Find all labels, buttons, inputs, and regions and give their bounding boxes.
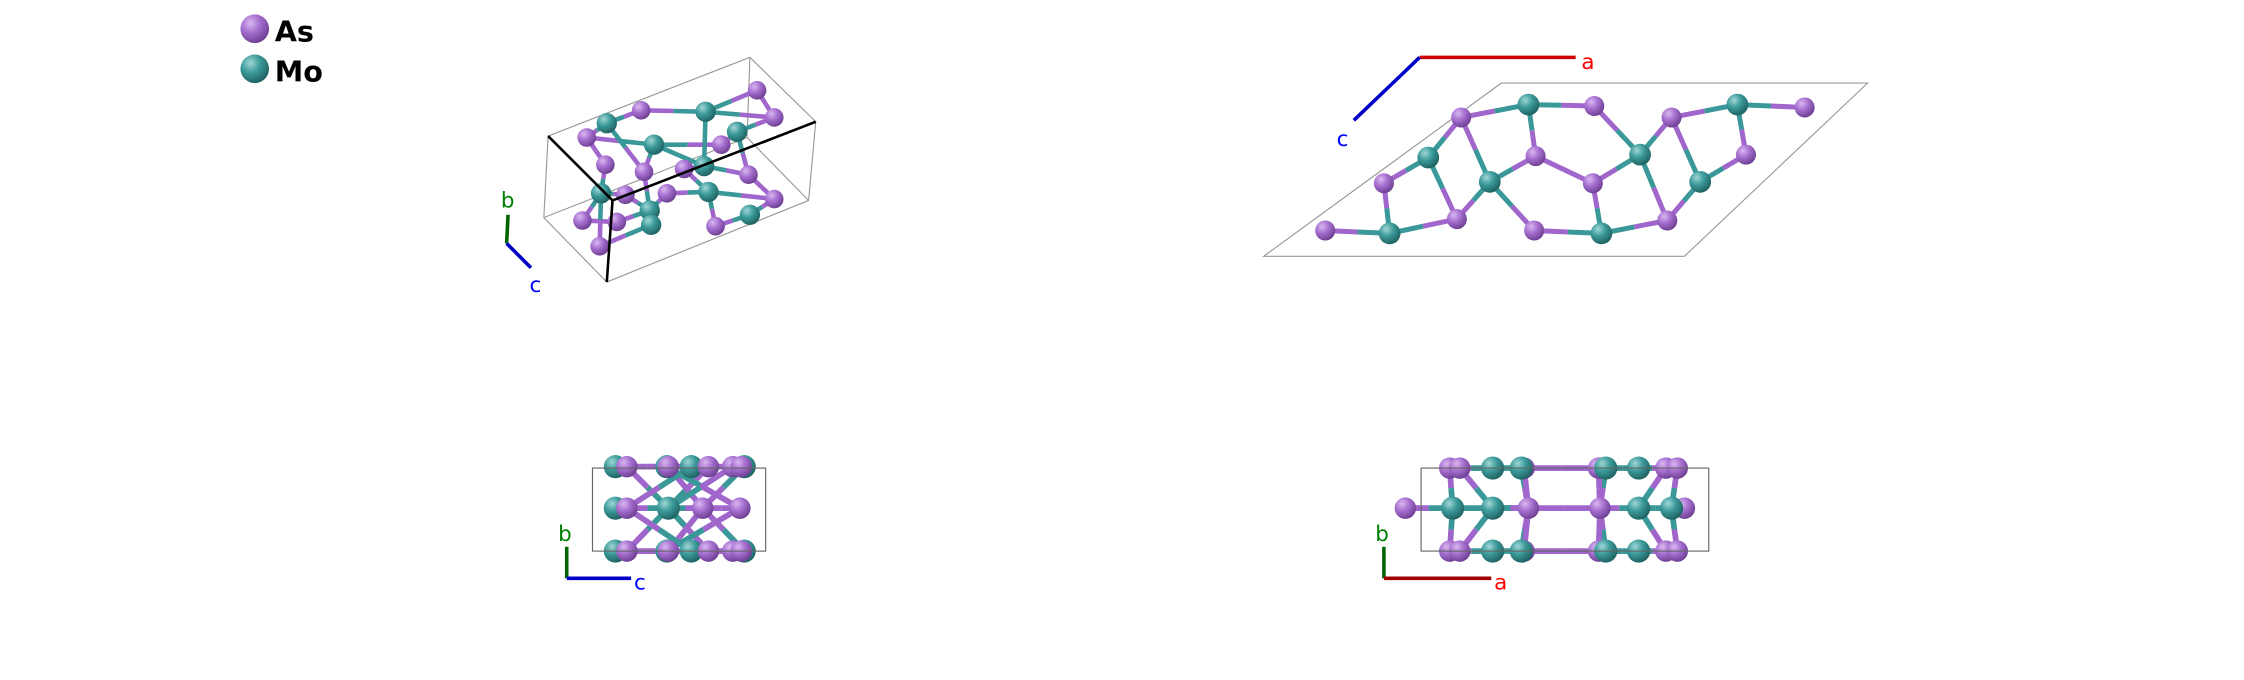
as-atom <box>706 216 725 236</box>
mo-atom <box>1627 496 1651 520</box>
axis-b-label: b <box>1375 522 1389 547</box>
as-atom <box>634 162 654 182</box>
axis-c-line <box>505 242 533 269</box>
as-atom <box>1657 210 1678 231</box>
unit-cell <box>591 467 767 552</box>
as-atom <box>691 497 714 519</box>
mo-atom <box>1440 496 1465 520</box>
as-atom <box>616 455 638 478</box>
as-atom <box>1525 146 1546 167</box>
as-atom <box>1451 107 1472 128</box>
as-atom <box>1446 209 1467 230</box>
axis-c-label: c <box>1337 127 1349 152</box>
axis-a-label: a <box>1494 571 1507 596</box>
as-atom <box>1794 97 1815 118</box>
legend: As Mo <box>240 14 323 89</box>
axis-b-label: b <box>558 522 572 547</box>
panel-perspective-view: b c <box>501 56 817 298</box>
axis-a-label: a <box>1581 50 1594 75</box>
as-atom <box>1315 220 1336 241</box>
axis-c-label: c <box>634 571 646 596</box>
as-atom <box>1373 173 1394 194</box>
as-atom <box>596 155 615 174</box>
mo-atom <box>1481 496 1505 520</box>
mo-atom <box>1689 170 1712 193</box>
axis-triad: a c <box>1337 50 1595 152</box>
mo-atom <box>596 113 617 134</box>
mo-atom <box>679 455 703 479</box>
axis-b-line <box>504 214 510 244</box>
mo-atom <box>739 204 761 225</box>
as-atom <box>764 189 784 209</box>
panel-bc-view: b c <box>558 455 767 596</box>
mo-atom <box>1478 170 1501 193</box>
as-atom <box>764 108 784 127</box>
as-atom <box>657 455 680 478</box>
as-atom <box>573 211 592 230</box>
as-atom <box>711 135 731 154</box>
as-atom <box>577 128 597 147</box>
panel-ab-view: b a <box>1375 456 1710 596</box>
mo-atom <box>1378 222 1401 245</box>
axis-b-label: b <box>501 189 515 214</box>
as-atom <box>657 184 677 203</box>
legend-as-swatch <box>240 14 270 44</box>
mo-atom <box>1417 146 1440 169</box>
unit-cell-front-edges <box>547 120 817 283</box>
axis-c-label: c <box>530 273 542 298</box>
mo-atom <box>695 101 716 122</box>
axis-triad: b a <box>1375 522 1507 596</box>
as-atom <box>616 497 638 519</box>
mo-atom <box>1590 222 1613 245</box>
axis-triad: b c <box>501 189 541 298</box>
as-atom <box>730 455 753 478</box>
mo-atom <box>1517 93 1540 116</box>
as-atom <box>1661 107 1682 128</box>
legend-mo-swatch <box>240 54 270 84</box>
as-atom <box>1735 144 1756 165</box>
as-atom <box>747 80 767 100</box>
mo-atom <box>698 181 719 203</box>
mo-atom <box>590 183 612 204</box>
as-atom <box>1517 497 1540 519</box>
mo-atom <box>643 134 665 155</box>
as-atom <box>697 455 720 478</box>
as-atom <box>1394 497 1417 519</box>
axis-c-line <box>1352 56 1421 122</box>
mo-atom <box>1659 496 1684 520</box>
legend-as-label: As <box>275 15 314 49</box>
panel-ac-view: a c <box>1261 50 1870 257</box>
mo-atom <box>1726 93 1749 116</box>
as-atom <box>739 165 758 185</box>
mo-atom <box>640 214 662 235</box>
as-atom <box>729 497 751 519</box>
as-atom <box>1582 173 1603 194</box>
unit-cell <box>1420 467 1710 552</box>
legend-mo-label: Mo <box>275 55 323 89</box>
mo-atom <box>726 121 748 142</box>
mo-atom <box>656 496 680 520</box>
axis-triad: b c <box>558 522 646 596</box>
as-atom <box>590 236 609 256</box>
as-atom <box>1524 220 1545 241</box>
as-atom <box>1589 497 1611 519</box>
as-atom <box>1584 95 1605 117</box>
unit-cell <box>1261 82 1870 257</box>
mo-atom <box>1629 143 1651 166</box>
as-atom <box>631 101 651 120</box>
